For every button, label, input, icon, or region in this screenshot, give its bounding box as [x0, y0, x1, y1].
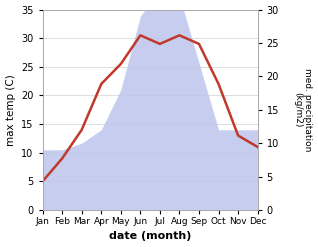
- Y-axis label: max temp (C): max temp (C): [5, 74, 16, 146]
- X-axis label: date (month): date (month): [109, 231, 191, 242]
- Y-axis label: med. precipitation
(kg/m2): med. precipitation (kg/m2): [293, 68, 313, 151]
